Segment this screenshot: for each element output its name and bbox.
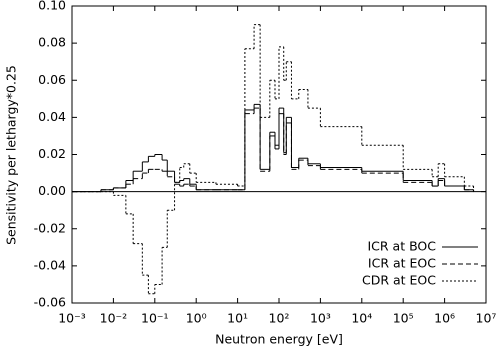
y-tick-label: 0.04	[38, 109, 66, 124]
legend-label: ICR at BOC	[367, 239, 436, 254]
x-tick-label: 10⁻¹	[141, 311, 169, 326]
y-tick-label: 0.08	[38, 35, 66, 50]
x-tick-label: 10²	[269, 311, 290, 326]
x-tick-label: 10⁰	[186, 311, 207, 326]
x-tick-label: 10⁷	[476, 311, 497, 326]
x-tick-label: 10³	[310, 311, 331, 326]
x-tick-label: 10⁻³	[58, 311, 86, 326]
x-tick-label: 10¹	[227, 311, 248, 326]
y-tick-label: 0.02	[38, 146, 66, 161]
y-tick-label: -0.04	[34, 257, 66, 272]
y-tick-label: 0.06	[38, 72, 66, 87]
legend-label: ICR at EOC	[368, 256, 436, 271]
x-tick-label: 10⁻²	[100, 311, 128, 326]
y-tick-label: 0.10	[38, 0, 66, 13]
legend-label: CDR at EOC	[362, 273, 436, 288]
x-axis-label: Neutron energy [eV]	[215, 332, 343, 347]
y-tick-label: -0.02	[34, 220, 66, 235]
x-tick-label: 10⁴	[351, 311, 372, 326]
plot-frame	[71, 5, 487, 304]
y-tick-label: 0.00	[38, 183, 66, 198]
y-tick-label: -0.06	[34, 295, 66, 310]
x-tick-label: 10⁶	[434, 311, 455, 326]
y-axis-label: Sensitivity per lethargy*0.25	[4, 65, 19, 245]
x-tick-label: 10⁵	[393, 311, 414, 326]
